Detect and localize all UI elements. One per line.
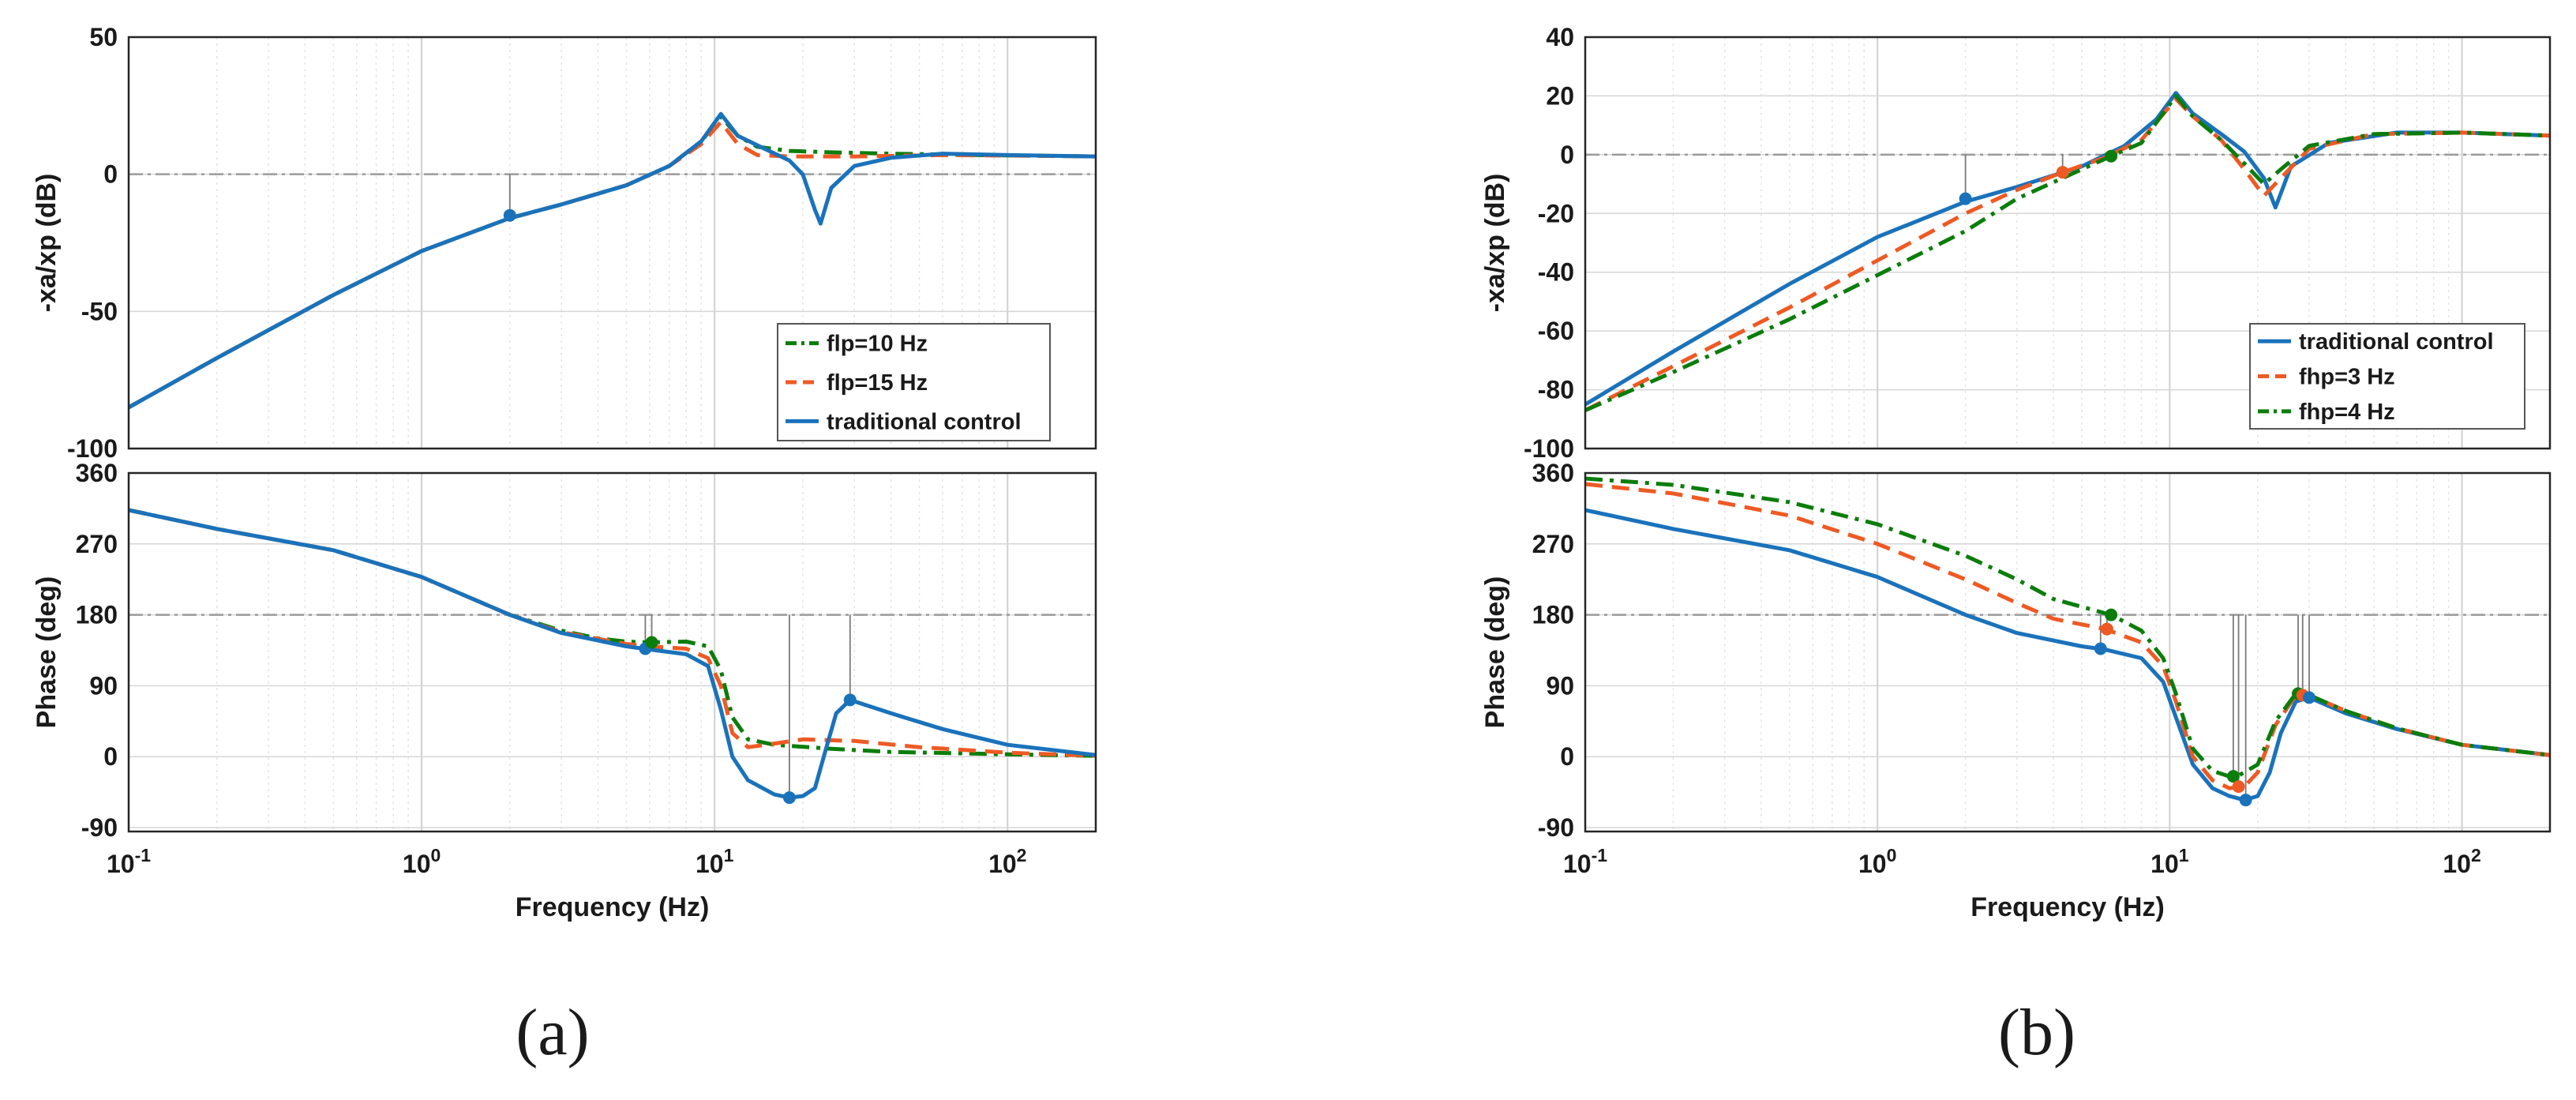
y-axis-label: -xa/xp (dB) — [1480, 174, 1510, 313]
x-tick-label: 10-1 — [1563, 845, 1607, 878]
y-tick-label: -100 — [67, 434, 118, 463]
y-tick-label: 270 — [1532, 530, 1574, 558]
y-tick-label: 180 — [1532, 601, 1574, 629]
axes-frame — [1584, 36, 2552, 450]
y-axis-label: -xa/xp (dB) — [32, 174, 62, 313]
margin-marker — [2302, 691, 2315, 704]
x-tick-mantissa: 10 — [2443, 850, 2471, 878]
y-axis-label: Phase (deg) — [1480, 576, 1510, 729]
y-tick-label: 360 — [76, 459, 118, 487]
margin-marker — [645, 636, 658, 649]
y-tick-label: -20 — [1538, 199, 1574, 227]
margin-marker — [2105, 608, 2118, 621]
y-tick-label: 90 — [1546, 671, 1574, 700]
y-tick-label: -40 — [1538, 258, 1574, 287]
panel-a: 50 0 -50 -100 -xa/xp (dB) 360 270 180 90 0 -90 Phas… — [32, 23, 1097, 1069]
x-tick-exponent: -1 — [135, 845, 152, 865]
x-tick-exponent: 1 — [2179, 845, 2189, 865]
series-line-traditional-control — [129, 508, 1096, 800]
series-line-fhp-4-hz — [1585, 476, 2550, 779]
legend: traditional control fhp=3 Hz fhp=4 Hz — [2249, 323, 2525, 430]
legend-box — [2249, 323, 2525, 430]
x-tick-mantissa: 10 — [1858, 850, 1887, 878]
legend-label: fhp=4 Hz — [2299, 400, 2395, 425]
legend-label: traditional control — [2299, 329, 2494, 355]
x-tick-exponent: 2 — [2471, 845, 2481, 865]
x-axis-label: Frequency (Hz) — [516, 892, 710, 922]
y-tick-label: 0 — [1560, 141, 1574, 169]
y-tick-label: -60 — [1538, 317, 1574, 345]
y-tick-label: 180 — [76, 601, 118, 629]
margin-marker — [2105, 149, 2118, 163]
y-tick-label: 50 — [89, 23, 118, 51]
margin-marker — [2056, 166, 2069, 179]
x-tick-exponent: -1 — [1592, 845, 1608, 865]
x-tick-label: 101 — [2150, 845, 2189, 878]
margin-marker — [2094, 642, 2107, 655]
x-tick-exponent: 1 — [724, 845, 734, 865]
y-tick-label: -80 — [1538, 376, 1574, 404]
series-line-traditional-control — [129, 111, 1096, 410]
margin-marker — [2239, 794, 2252, 807]
margin-marker — [2100, 622, 2113, 636]
series-line-traditional-control — [1585, 508, 2550, 802]
axes-frame — [1584, 471, 2552, 833]
phase-plot: 360 270 180 90 0 -90 Phase (deg) — [32, 459, 1097, 842]
series-line-flp-15-hz — [129, 508, 1096, 758]
legend-label: traditional control — [827, 409, 1022, 434]
x-tick-mantissa: 10 — [2150, 850, 2179, 878]
axes-frame — [127, 36, 1097, 450]
y-tick-label: 270 — [76, 530, 118, 558]
x-tick-exponent: 2 — [1017, 845, 1027, 865]
y-tick-label: -90 — [1538, 813, 1574, 842]
x-tick-label: 10-1 — [107, 845, 151, 878]
margin-marker — [782, 791, 796, 805]
x-tick-label: 100 — [403, 845, 441, 878]
margin-marker — [2226, 770, 2240, 783]
y-tick-label: 20 — [1546, 81, 1574, 110]
y-tick-label: -100 — [1524, 434, 1574, 463]
y-tick-label: -50 — [81, 297, 118, 325]
x-tick-exponent: 0 — [430, 845, 441, 865]
series-line-flp-10-hz — [129, 508, 1096, 758]
x-tick-label: 102 — [2443, 845, 2480, 878]
x-tick-mantissa: 10 — [403, 850, 431, 878]
series-line-fhp-4-hz — [1585, 93, 2550, 412]
margin-marker — [503, 208, 516, 222]
x-tick-label: 102 — [988, 845, 1026, 878]
x-axis-label: Frequency (Hz) — [1970, 892, 2165, 922]
axes-frame — [127, 471, 1097, 833]
legend-label: flp=15 Hz — [827, 370, 928, 396]
legend-label: flp=10 Hz — [827, 332, 928, 357]
legend: flp=10 Hz flp=15 Hz traditional control — [777, 323, 1051, 441]
y-tick-label: 0 — [1560, 742, 1574, 771]
magnitude-plot: 50 0 -50 -100 -xa/xp (dB) — [32, 23, 1097, 463]
x-tick-mantissa: 10 — [988, 850, 1017, 878]
legend-label: fhp=3 Hz — [2299, 365, 2395, 390]
legend-box — [777, 323, 1051, 441]
y-tick-label: 90 — [89, 671, 118, 700]
panel-caption: (b) — [1998, 996, 2075, 1069]
y-tick-label: 40 — [1546, 23, 1574, 51]
margin-marker — [1959, 192, 1972, 205]
x-tick-mantissa: 10 — [107, 850, 135, 878]
y-tick-label: 360 — [1532, 459, 1574, 487]
x-tick-mantissa: 10 — [696, 850, 724, 878]
y-tick-label: 0 — [103, 742, 118, 771]
panel-caption: (a) — [516, 996, 589, 1069]
x-tick-mantissa: 10 — [1563, 850, 1592, 878]
margin-marker — [2232, 780, 2245, 794]
y-tick-label: -90 — [81, 813, 118, 842]
margin-marker — [843, 693, 857, 707]
x-tick-exponent: 0 — [1887, 845, 1897, 865]
series-line-fhp-3-hz — [1585, 482, 2550, 790]
y-tick-label: 0 — [103, 160, 118, 189]
phase-plot: 360 270 180 90 0 -90 Phase (deg) — [1480, 459, 2552, 842]
x-tick-label: 101 — [696, 845, 734, 878]
x-tick-label: 100 — [1858, 845, 1896, 878]
y-axis-label: Phase (deg) — [32, 576, 62, 729]
